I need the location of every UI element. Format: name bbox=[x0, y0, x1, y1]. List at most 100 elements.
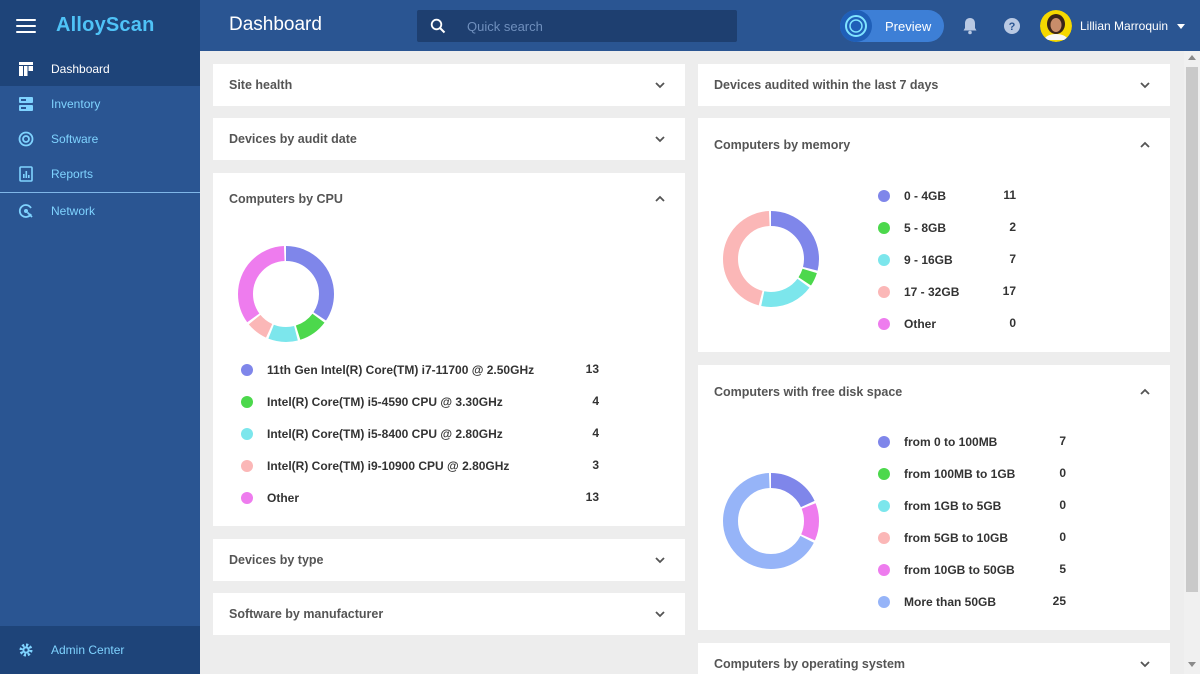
memory-donut-chart bbox=[723, 211, 819, 307]
preview-button[interactable]: Preview bbox=[840, 10, 944, 42]
legend-item[interactable]: from 10GB to 50GB bbox=[878, 562, 1015, 578]
cpu-donut-chart bbox=[238, 246, 334, 342]
legend-swatch bbox=[241, 396, 253, 408]
panel-header[interactable]: Computers by operating system bbox=[698, 643, 1170, 674]
legend-value: 0 bbox=[1059, 498, 1066, 512]
panel-title: Software by manufacturer bbox=[229, 607, 384, 621]
sidebar-item-dashboard[interactable]: Dashboard bbox=[0, 51, 200, 86]
legend-value: 7 bbox=[1009, 252, 1016, 266]
legend-label: Intel(R) Core(TM) i9-10900 CPU @ 2.80GHz bbox=[267, 459, 510, 473]
hamburger-menu-icon[interactable] bbox=[16, 18, 36, 33]
donut-slice[interactable] bbox=[723, 211, 819, 307]
user-menu[interactable]: Lillian Marroquin bbox=[1040, 10, 1186, 42]
legend-swatch bbox=[241, 364, 253, 376]
legend-item[interactable]: 9 - 16GB bbox=[878, 252, 953, 268]
chevron-down-icon bbox=[1140, 661, 1150, 668]
panel-header[interactable]: Computers by memory bbox=[698, 118, 1170, 172]
search-box[interactable] bbox=[417, 10, 737, 42]
legend-item[interactable]: 17 - 32GB bbox=[878, 284, 959, 300]
sidebar-item-network[interactable]: Network bbox=[0, 193, 200, 228]
donut-slice[interactable] bbox=[723, 473, 819, 569]
legend-label: from 5GB to 10GB bbox=[904, 531, 1009, 545]
help-icon[interactable]: ? bbox=[1002, 16, 1022, 36]
scroll-up-arrow[interactable] bbox=[1188, 55, 1196, 60]
topbar: Dashboard Preview ? Lillian Marroquin bbox=[200, 0, 1200, 51]
donut-slice[interactable] bbox=[723, 473, 819, 569]
legend-item[interactable]: from 0 to 100MB bbox=[878, 434, 997, 450]
donut-slice[interactable] bbox=[238, 246, 334, 342]
legend-item[interactable]: from 1GB to 5GB bbox=[878, 498, 1001, 514]
panel-devices-by-type: Devices by type bbox=[213, 539, 685, 581]
gear-icon bbox=[17, 641, 35, 659]
legend-item[interactable]: Intel(R) Core(TM) i5-8400 CPU @ 2.80GHz bbox=[241, 426, 503, 442]
legend-value: 4 bbox=[592, 426, 599, 440]
sidebar-item-label: Inventory bbox=[51, 96, 101, 111]
search-input[interactable] bbox=[467, 18, 717, 34]
inventory-icon bbox=[17, 95, 35, 113]
panel-header[interactable]: Computers with free disk space bbox=[698, 365, 1170, 419]
legend-swatch bbox=[878, 532, 890, 544]
donut-slice[interactable] bbox=[723, 473, 819, 569]
legend-swatch bbox=[878, 468, 890, 480]
panel-title: Devices audited within the last 7 days bbox=[714, 78, 939, 92]
svg-text:?: ? bbox=[1009, 21, 1016, 33]
brand-bar: AlloyScan bbox=[0, 0, 200, 51]
legend-swatch bbox=[878, 222, 890, 234]
legend-value: 0 bbox=[1059, 530, 1066, 544]
sidebar-item-label: Dashboard bbox=[51, 61, 110, 76]
legend-item[interactable]: Intel(R) Core(TM) i5-4590 CPU @ 3.30GHz bbox=[241, 394, 503, 410]
panel-title: Devices by audit date bbox=[229, 132, 357, 146]
panel-header[interactable]: Devices audited within the last 7 days bbox=[698, 64, 1170, 106]
sidebar-item-inventory[interactable]: Inventory bbox=[0, 86, 200, 121]
scroll-down-arrow[interactable] bbox=[1188, 662, 1196, 667]
chevron-down-icon bbox=[655, 136, 665, 143]
legend-item[interactable]: 11th Gen Intel(R) Core(TM) i7-11700 @ 2.… bbox=[241, 362, 534, 378]
sidebar-item-reports[interactable]: Reports bbox=[0, 156, 200, 191]
panel-header[interactable]: Computers by CPU bbox=[213, 173, 685, 225]
legend-swatch bbox=[241, 492, 253, 504]
legend-swatch bbox=[241, 428, 253, 440]
legend-value: 13 bbox=[585, 362, 599, 376]
admin-center-button[interactable]: Admin Center bbox=[0, 626, 200, 674]
scrollbar-thumb[interactable] bbox=[1186, 67, 1198, 592]
legend-value: 25 bbox=[1052, 594, 1066, 608]
chevron-down-icon bbox=[1140, 82, 1150, 89]
panel-title: Computers by CPU bbox=[229, 192, 343, 206]
donut-slice[interactable] bbox=[723, 211, 819, 307]
legend-label: Intel(R) Core(TM) i5-8400 CPU @ 2.80GHz bbox=[267, 427, 503, 441]
legend-label: 5 - 8GB bbox=[904, 221, 947, 235]
legend-item[interactable]: More than 50GB bbox=[878, 594, 996, 610]
software-icon bbox=[17, 130, 35, 148]
panel-computers-by-memory: Computers by memory 0 - 4GB 11 5 - 8GB 2 9 -… bbox=[698, 118, 1170, 352]
legend-item[interactable]: Intel(R) Core(TM) i9-10900 CPU @ 2.80GHz bbox=[241, 458, 509, 474]
panel-header[interactable]: Devices by type bbox=[213, 539, 685, 581]
legend-label: Other bbox=[904, 317, 937, 331]
donut-slice[interactable] bbox=[723, 211, 819, 307]
legend-item[interactable]: Other bbox=[241, 490, 299, 506]
sidebar-item-software[interactable]: Software bbox=[0, 121, 200, 156]
legend-label: from 0 to 100MB bbox=[904, 435, 998, 449]
panel-computers-by-cpu: Computers by CPU 11th Gen Intel(R) Core(… bbox=[213, 173, 685, 526]
legend-item[interactable]: 0 - 4GB bbox=[878, 188, 946, 204]
legend-item[interactable]: from 100MB to 1GB bbox=[878, 466, 1015, 482]
panel-title: Computers by operating system bbox=[714, 657, 906, 671]
panel-header[interactable]: Software by manufacturer bbox=[213, 593, 685, 635]
chevron-up-icon bbox=[1140, 388, 1150, 395]
panel-title: Site health bbox=[229, 78, 293, 92]
legend-item[interactable]: from 5GB to 10GB bbox=[878, 530, 1008, 546]
legend-value: 2 bbox=[1009, 220, 1016, 234]
network-icon bbox=[17, 202, 35, 220]
legend-item[interactable]: 5 - 8GB bbox=[878, 220, 946, 236]
donut-slice[interactable] bbox=[238, 246, 334, 342]
legend-value: 4 bbox=[592, 394, 599, 408]
legend-label: 11th Gen Intel(R) Core(TM) i7-11700 @ 2.… bbox=[267, 363, 535, 377]
preview-label: Preview bbox=[885, 18, 932, 34]
legend-label: from 1GB to 5GB bbox=[904, 499, 1002, 513]
bell-icon[interactable] bbox=[960, 16, 980, 36]
donut-slice[interactable] bbox=[238, 246, 334, 342]
app-logo[interactable]: AlloyScan bbox=[56, 14, 155, 36]
panel-header[interactable]: Devices by audit date bbox=[213, 118, 685, 160]
legend-item[interactable]: Other bbox=[878, 316, 936, 332]
panel-header[interactable]: Site health bbox=[213, 64, 685, 106]
panel-title: Computers with free disk space bbox=[714, 385, 903, 399]
